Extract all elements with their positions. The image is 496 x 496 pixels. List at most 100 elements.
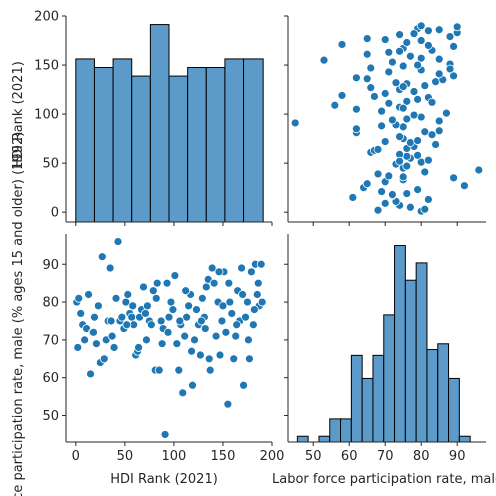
scatter-point-bottom-left: [93, 301, 103, 311]
scatter-point-top-right: [362, 74, 372, 84]
lfpr-hist-bar: [415, 262, 428, 443]
scatter-point-bottom-left: [253, 278, 263, 288]
lfpr-hist-bar: [404, 279, 417, 443]
scatter-point-bottom-left: [163, 327, 173, 337]
y-tick-label: 80: [42, 296, 59, 311]
scatter-point-top-right: [351, 73, 361, 83]
scatter-point-bottom-left: [156, 316, 166, 326]
scatter-point-top-right: [452, 22, 462, 32]
scatter-point-top-right: [449, 42, 459, 51]
lfpr-hist-bar: [372, 354, 385, 443]
hdi-hist-bar: [149, 24, 170, 223]
scatter-point-top-right: [398, 103, 408, 113]
scatter-point-bottom-left: [182, 312, 192, 322]
scatter-point-top-right: [395, 30, 405, 40]
x-tick-label: 0: [72, 449, 80, 464]
scatter-point-top-right: [369, 92, 379, 101]
y-tick-label: 150: [34, 59, 59, 74]
hdi-hist-bar: [112, 58, 133, 223]
scatter-point-top-right: [445, 64, 455, 74]
scatter-point-top-right: [402, 189, 412, 198]
scatter-point-bottom-left: [128, 301, 138, 311]
x-tick-label: 50: [305, 449, 322, 464]
scatter-point-bottom-left: [215, 350, 225, 360]
panel-scatter-top-right: [290, 21, 484, 216]
x-tick-label: 200: [260, 449, 285, 464]
scatter-point-bottom-left: [201, 282, 211, 292]
scatter-point-bottom-left: [76, 309, 86, 318]
scatter-point-bottom-left: [160, 430, 170, 439]
scatter-point-bottom-left: [174, 365, 184, 375]
scatter-point-bottom-left: [105, 263, 115, 273]
scatter-point-top-right: [398, 122, 408, 132]
scatter-point-bottom-left: [127, 312, 137, 322]
scatter-point-top-right: [416, 112, 426, 122]
scatter-point-top-right: [474, 165, 484, 175]
scatter-point-bottom-left: [217, 316, 227, 326]
y-tick-label: 50: [42, 157, 59, 172]
y-tick-label: 90: [42, 258, 59, 273]
scatter-point-bottom-left: [180, 331, 190, 341]
scatter-point-top-right: [431, 140, 441, 149]
scatter-point-top-right: [402, 114, 412, 124]
scatter-point-top-right: [366, 83, 376, 93]
scatter-point-top-right: [409, 29, 419, 39]
scatter-point-bottom-left: [141, 309, 150, 318]
scatter-point-top-right: [362, 49, 372, 59]
scatter-point-top-right: [423, 26, 433, 36]
lfpr-hist-bar: [318, 435, 331, 443]
scatter-point-bottom-left: [106, 316, 116, 326]
scatter-point-bottom-left: [231, 331, 241, 341]
scatter-point-top-right: [398, 172, 408, 182]
x-tick-label: 60: [341, 449, 358, 464]
scatter-point-top-right: [416, 53, 426, 63]
panel-scatter-bottom-left: [72, 237, 267, 439]
lfpr-hist-bar: [383, 314, 396, 443]
scatter-point-bottom-left: [211, 331, 221, 341]
scatter-point-bottom-left: [241, 312, 250, 322]
scatter-point-top-right: [384, 98, 394, 108]
scatter-point-top-right: [416, 21, 426, 31]
scatter-point-bottom-left: [123, 290, 133, 299]
scatter-point-bottom-left: [139, 282, 148, 292]
scatter-point-top-right: [441, 108, 451, 118]
lfpr-hist-bar: [394, 245, 406, 443]
scatter-point-top-right: [387, 190, 397, 199]
scatter-point-bottom-left: [244, 335, 253, 345]
scatter-point-top-right: [423, 41, 433, 50]
scatter-point-bottom-left: [249, 305, 259, 315]
lfpr-hist-bar: [426, 349, 439, 443]
hdi-hist-bar: [168, 75, 189, 223]
scatter-point-top-right: [413, 185, 423, 195]
scatter-point-top-right: [398, 82, 408, 92]
scatter-point-bottom-left: [80, 335, 90, 345]
y-axis-label-row0: HDI Rank (2021): [11, 61, 26, 169]
scatter-point-top-right: [420, 127, 430, 137]
scatter-point-bottom-left: [109, 343, 119, 352]
scatter-point-bottom-left: [117, 312, 127, 322]
scatter-point-top-right: [420, 81, 430, 91]
y-tick-label: 60: [42, 371, 59, 386]
scatter-point-bottom-left: [229, 354, 239, 364]
axes-spines: [65, 16, 486, 443]
scatter-point-bottom-left: [111, 293, 121, 303]
scatter-point-top-right: [377, 187, 387, 196]
hdi-hist-bar: [75, 58, 95, 223]
scatter-point-top-right: [373, 145, 383, 154]
scatter-point-bottom-left: [152, 278, 162, 288]
scatter-point-bottom-left: [246, 267, 256, 277]
scatter-point-bottom-left: [97, 252, 107, 262]
lfpr-hist-bar: [329, 418, 342, 443]
scatter-point-top-right: [319, 55, 329, 65]
scatter-point-bottom-left: [134, 343, 143, 352]
scatter-point-bottom-left: [73, 343, 83, 352]
scatter-point-bottom-left: [192, 305, 201, 315]
panel-hdi-histogram: [75, 24, 264, 223]
scatter-point-top-right: [380, 89, 390, 98]
scatter-point-bottom-left: [113, 237, 123, 246]
scatter-point-top-right: [405, 51, 415, 61]
lfpr-hist-bar: [361, 377, 374, 443]
scatter-point-top-right: [423, 155, 433, 165]
scatter-point-top-right: [420, 167, 430, 177]
y-axis-label-row1: Labor force participation rate, male (% …: [11, 132, 26, 496]
